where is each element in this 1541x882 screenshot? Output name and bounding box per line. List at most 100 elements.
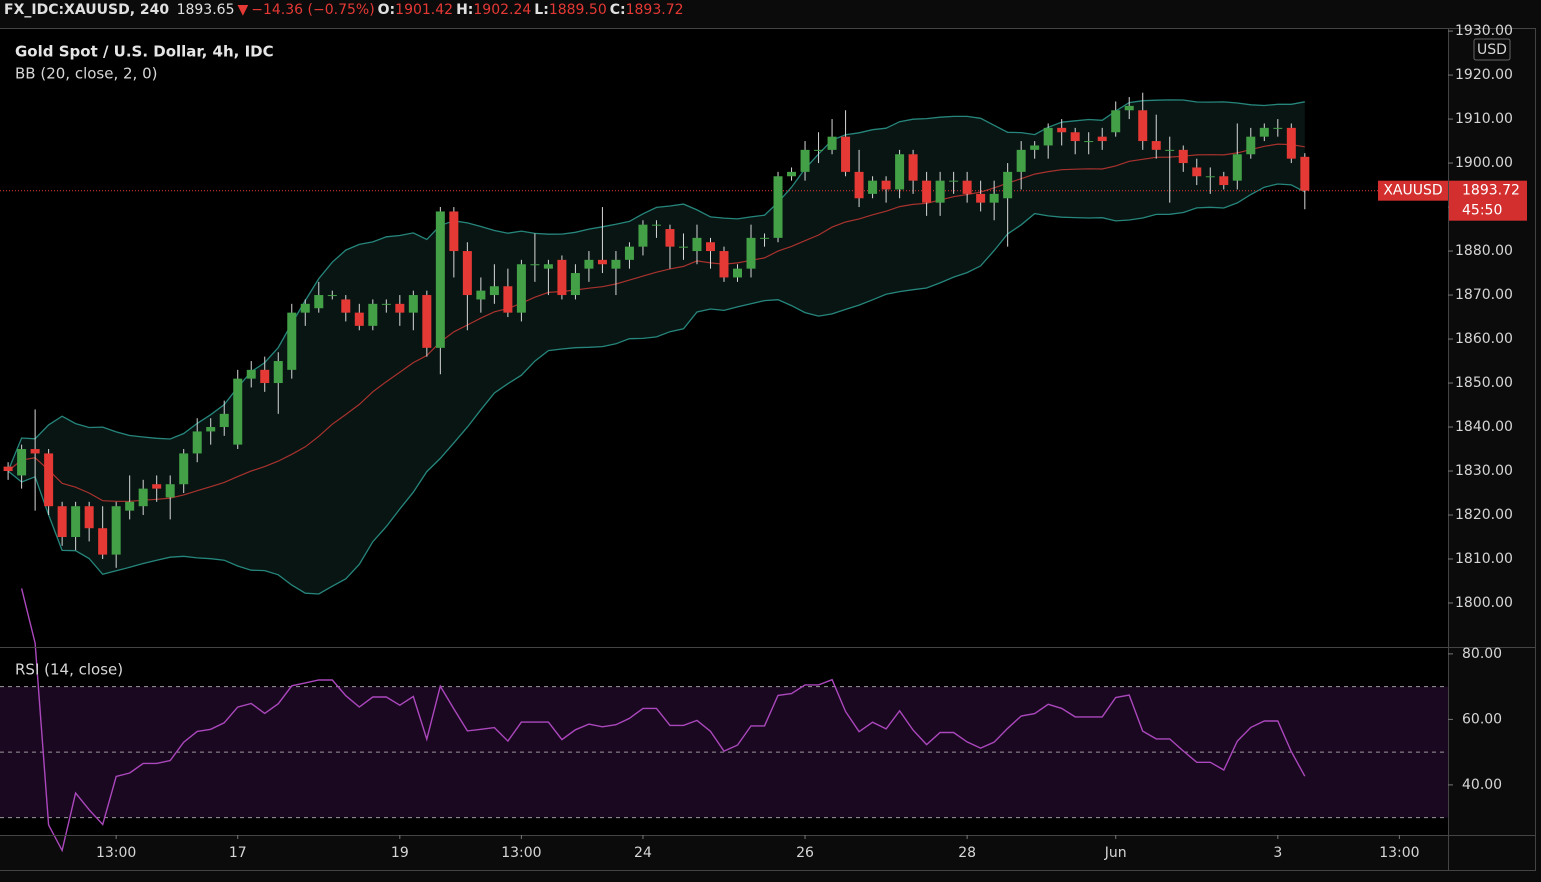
candle-body: [476, 290, 486, 300]
candle-body: [543, 264, 553, 269]
candle-body: [273, 361, 283, 384]
change-arrow: ▼: [237, 2, 249, 18]
bb-basis: [7, 143, 1305, 503]
x-tick-label: 13:00: [1379, 845, 1419, 861]
candle-body: [1030, 145, 1040, 150]
x-tick-label: 13:00: [501, 845, 541, 861]
candle-body: [71, 506, 81, 538]
rsi-label: RSI (14, close): [15, 661, 123, 679]
rsi-line: [20, 588, 1306, 853]
currency: USD: [1477, 42, 1507, 58]
main-layer: [0, 92, 1448, 853]
rsi-y-tick-label: 80.00: [1462, 646, 1502, 662]
candle-body: [787, 171, 797, 177]
candle-body: [1138, 110, 1148, 142]
y-tick-label: 1850.00: [1455, 375, 1513, 391]
candle-body: [408, 295, 418, 313]
candle-body: [1300, 156, 1310, 191]
countdown: 45:50: [1462, 203, 1502, 219]
candle-body: [584, 259, 594, 269]
ohlc-key: C:: [609, 2, 626, 18]
candle-body: [705, 242, 715, 252]
price-tag-text: 1893.72: [1462, 183, 1520, 199]
candle-body: [422, 295, 432, 348]
candle-body: [516, 264, 526, 313]
candle-body: [1259, 127, 1269, 137]
symbol: FX_IDC:XAUUSD, 240: [4, 2, 170, 18]
bb-lower: [7, 183, 1306, 595]
candle-body: [368, 303, 378, 326]
candle-body: [814, 149, 824, 151]
candle-body: [1084, 141, 1094, 143]
y-tick-label: 1800.00: [1455, 595, 1513, 611]
candle-body: [138, 488, 148, 507]
x-tick-label: 26: [796, 845, 814, 861]
candle-body: [530, 264, 540, 266]
candle-body: [395, 303, 405, 313]
rsi-y-tick-label: 60.00: [1462, 711, 1502, 727]
ohlc-key: L:: [534, 2, 549, 18]
candle-body: [246, 369, 256, 379]
x-tick-label: 24: [634, 845, 652, 861]
candle-body: [354, 312, 364, 326]
candle-body: [854, 171, 864, 199]
candle-body: [44, 453, 54, 507]
header: FX_IDC:XAUUSD, 240 1893.65 ▼ −14.36 (−0.75…: [4, 2, 690, 18]
ohlc-value: 1889.50: [548, 2, 607, 18]
candle-body: [435, 211, 445, 348]
x-tick-label: 17: [229, 845, 247, 861]
last-price: 1893.65: [176, 2, 235, 18]
y-tick-label: 1920.00: [1455, 67, 1513, 83]
candle-body: [219, 413, 229, 428]
y-tick-label: 1860.00: [1455, 331, 1513, 347]
candle-body: [989, 193, 999, 203]
candle-body: [800, 149, 810, 172]
candle-body: [1286, 127, 1296, 159]
candle-body: [868, 180, 878, 194]
candle-body: [976, 193, 986, 203]
candle-body: [841, 136, 851, 172]
candle-body: [881, 180, 891, 190]
currency-box: USD: [1473, 38, 1511, 61]
candle-body: [949, 180, 959, 182]
candle-body: [692, 237, 702, 252]
candle-body: [895, 154, 905, 190]
x-tick-label: 19: [391, 845, 409, 861]
candle-body: [152, 484, 162, 489]
candle-body: [125, 501, 135, 511]
candle-body: [179, 453, 189, 485]
ohlc-key: O:: [377, 2, 396, 18]
indicator-label: BB (20, close, 2, 0): [15, 65, 157, 83]
y-tick-label: 1930.00: [1455, 23, 1513, 39]
candle-body: [57, 506, 67, 538]
candle-body: [1151, 141, 1161, 150]
price-tag: [1449, 180, 1527, 221]
candle-body: [1097, 136, 1107, 142]
candle-body: [503, 286, 513, 313]
y-tick-label: 1910.00: [1455, 111, 1513, 127]
y-tick-label: 1810.00: [1455, 551, 1513, 567]
candle-body: [1273, 127, 1283, 129]
x-tick-label: 13:00: [96, 845, 136, 861]
candle-body: [1165, 149, 1175, 151]
candle-body: [1232, 154, 1242, 181]
candle-body: [719, 251, 729, 278]
candle-body: [111, 506, 121, 555]
candle-body: [17, 449, 27, 476]
symbol-tag-text: XAUUSD: [1383, 183, 1442, 199]
bb-fill: [8, 99, 1305, 595]
ohlc-value: 1902.24: [473, 2, 532, 18]
y-tick-label: 1900.00: [1455, 155, 1513, 171]
ohlc-value: 1893.72: [625, 2, 684, 18]
candle-body: [665, 229, 675, 247]
candle-body: [1205, 176, 1215, 178]
candle-body: [1192, 167, 1202, 177]
candle-body: [908, 154, 918, 181]
candle-body: [165, 484, 175, 498]
candle-body: [1016, 149, 1026, 172]
candle-body: [3, 466, 13, 472]
candle-body: [314, 295, 324, 309]
candle-body: [733, 268, 743, 278]
